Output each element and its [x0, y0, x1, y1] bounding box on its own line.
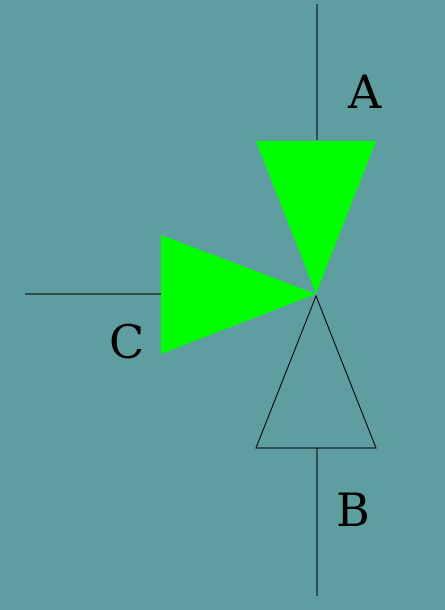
valve-triangle-c [161, 235, 316, 354]
valve-triangle-b [255, 294, 377, 449]
port-label-a: A [347, 65, 382, 119]
port-label-c: C [109, 315, 144, 369]
port-label-b: B [336, 483, 370, 537]
valve-triangle-a [256, 141, 376, 294]
